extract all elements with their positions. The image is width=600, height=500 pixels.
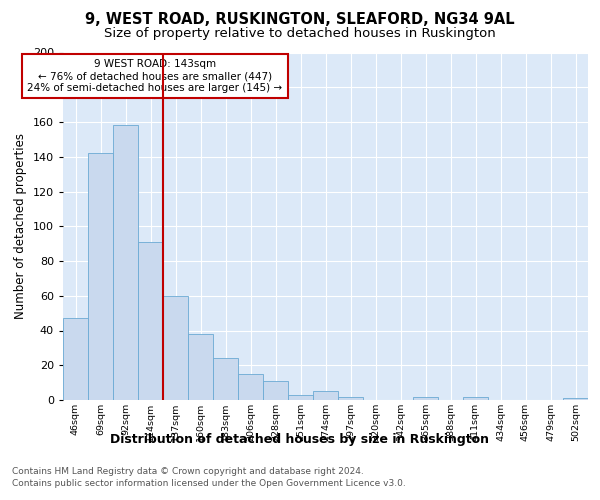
Bar [63,318,88,400]
Bar [263,381,288,400]
Text: Contains HM Land Registry data © Crown copyright and database right 2024.: Contains HM Land Registry data © Crown c… [12,468,364,476]
Bar [138,242,163,400]
Bar [88,154,113,400]
Bar [463,396,488,400]
Text: 9, WEST ROAD, RUSKINGTON, SLEAFORD, NG34 9AL: 9, WEST ROAD, RUSKINGTON, SLEAFORD, NG34… [85,12,515,28]
Bar [163,296,188,400]
Y-axis label: Number of detached properties: Number of detached properties [14,133,27,320]
Text: Contains public sector information licensed under the Open Government Licence v3: Contains public sector information licen… [12,479,406,488]
Text: Size of property relative to detached houses in Ruskington: Size of property relative to detached ho… [104,28,496,40]
Bar [563,398,588,400]
Bar [113,126,138,400]
Bar [188,334,213,400]
Bar [413,396,438,400]
Text: Distribution of detached houses by size in Ruskington: Distribution of detached houses by size … [110,432,490,446]
Bar [288,395,313,400]
Bar [213,358,238,400]
Bar [338,396,363,400]
Text: 9 WEST ROAD: 143sqm
← 76% of detached houses are smaller (447)
24% of semi-detac: 9 WEST ROAD: 143sqm ← 76% of detached ho… [28,60,283,92]
Bar [313,392,338,400]
Bar [238,374,263,400]
